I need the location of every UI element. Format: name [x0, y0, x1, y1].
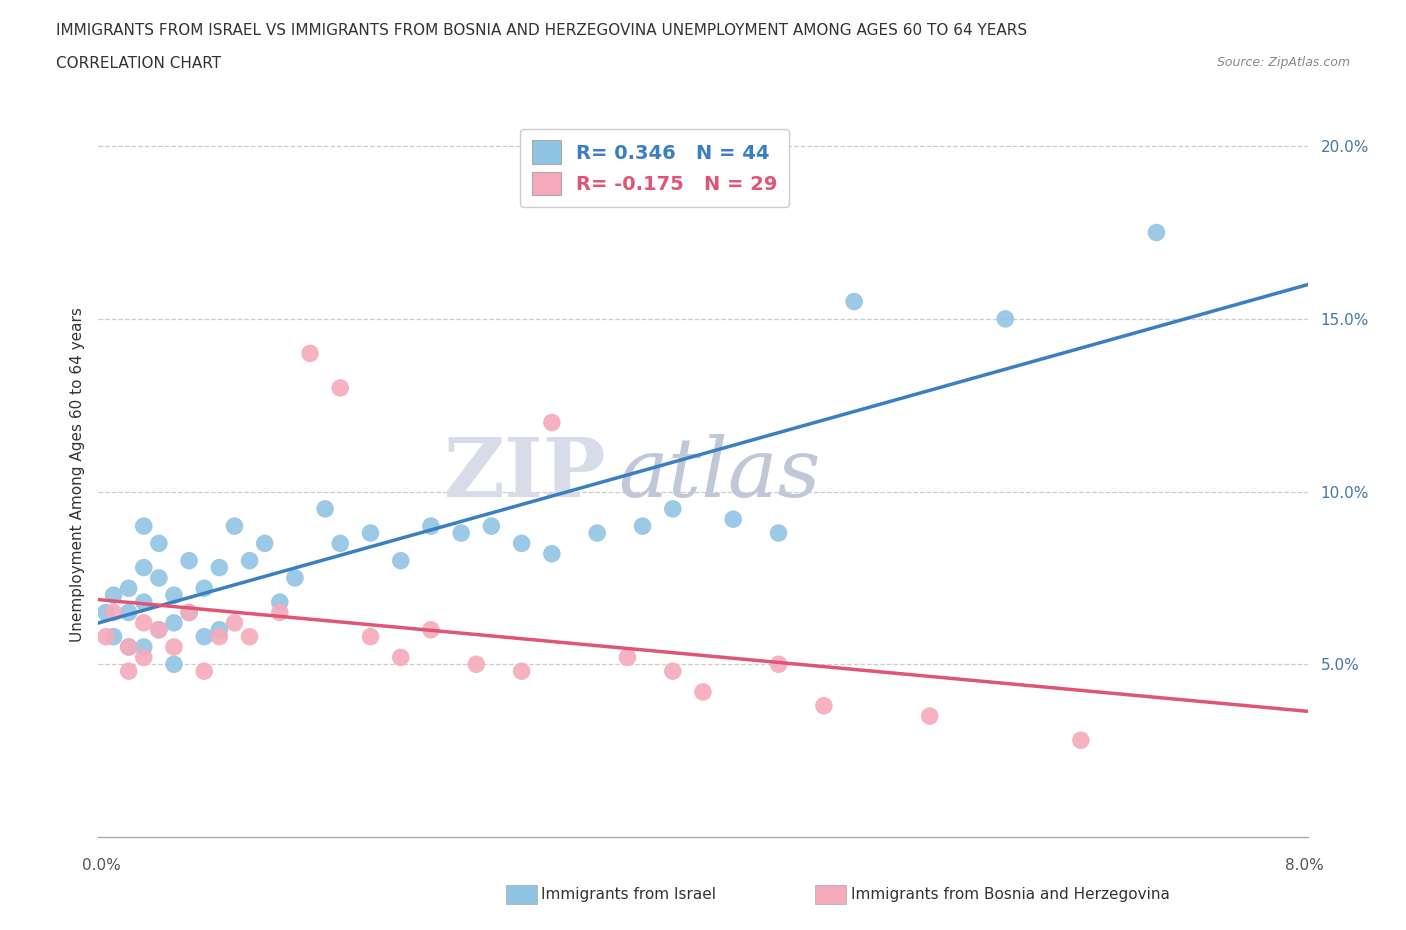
Text: CORRELATION CHART: CORRELATION CHART: [56, 56, 221, 71]
Point: [132, 560, 155, 575]
Point: [193, 630, 215, 644]
Point: [239, 553, 262, 568]
Point: [420, 622, 443, 637]
Point: [103, 588, 125, 603]
Point: [148, 570, 170, 585]
Point: [179, 553, 201, 568]
Point: [360, 525, 382, 540]
Text: Immigrants from Israel: Immigrants from Israel: [541, 887, 716, 902]
Point: [510, 664, 533, 679]
Point: [465, 657, 488, 671]
Point: [94, 605, 117, 620]
Point: [118, 640, 141, 655]
Point: [253, 536, 276, 551]
Point: [661, 501, 683, 516]
Point: [768, 657, 790, 671]
Point: [193, 581, 215, 596]
Point: [103, 630, 125, 644]
Point: [661, 664, 683, 679]
Point: [269, 594, 291, 609]
Point: [148, 622, 170, 637]
Point: [510, 536, 533, 551]
Point: [813, 698, 835, 713]
Point: [118, 664, 141, 679]
Point: [269, 605, 291, 620]
Point: [692, 684, 714, 699]
Point: [94, 630, 117, 644]
Text: Source: ZipAtlas.com: Source: ZipAtlas.com: [1216, 56, 1350, 69]
Point: [844, 294, 866, 309]
Point: [208, 630, 231, 644]
Point: [179, 605, 201, 620]
Point: [118, 640, 141, 655]
Point: [132, 616, 155, 631]
Point: [118, 581, 141, 596]
Legend: R= 0.346   N = 44, R= -0.175   N = 29: R= 0.346 N = 44, R= -0.175 N = 29: [520, 128, 789, 207]
Point: [132, 640, 155, 655]
Point: [540, 415, 562, 430]
Point: [360, 630, 382, 644]
Point: [631, 519, 654, 534]
Point: [179, 605, 201, 620]
Point: [450, 525, 472, 540]
Point: [208, 622, 231, 637]
Point: [148, 536, 170, 551]
Point: [163, 640, 186, 655]
Point: [163, 657, 186, 671]
Text: 0.0%: 0.0%: [82, 857, 121, 872]
Point: [132, 594, 155, 609]
Point: [148, 622, 170, 637]
Point: [103, 605, 125, 620]
Text: ZIP: ZIP: [444, 434, 606, 514]
Point: [1146, 225, 1168, 240]
Point: [329, 536, 352, 551]
Text: Immigrants from Bosnia and Herzegovina: Immigrants from Bosnia and Herzegovina: [851, 887, 1170, 902]
Point: [389, 553, 412, 568]
Point: [540, 546, 562, 561]
Point: [224, 519, 246, 534]
Point: [239, 630, 262, 644]
Point: [1070, 733, 1092, 748]
Point: [163, 588, 186, 603]
Point: [163, 616, 186, 631]
Point: [208, 560, 231, 575]
Point: [389, 650, 412, 665]
Point: [723, 512, 745, 526]
Point: [193, 664, 215, 679]
Point: [994, 312, 1017, 326]
Point: [118, 605, 141, 620]
Point: [132, 650, 155, 665]
Point: [420, 519, 443, 534]
Point: [586, 525, 609, 540]
Point: [314, 501, 336, 516]
Text: IMMIGRANTS FROM ISRAEL VS IMMIGRANTS FROM BOSNIA AND HERZEGOVINA UNEMPLOYMENT AM: IMMIGRANTS FROM ISRAEL VS IMMIGRANTS FRO…: [56, 23, 1028, 38]
Point: [284, 570, 307, 585]
Point: [481, 519, 503, 534]
Point: [132, 519, 155, 534]
Point: [918, 709, 941, 724]
Point: [768, 525, 790, 540]
Text: atlas: atlas: [619, 434, 821, 514]
Point: [616, 650, 638, 665]
Point: [224, 616, 246, 631]
Text: 8.0%: 8.0%: [1285, 857, 1324, 872]
Point: [329, 380, 352, 395]
Y-axis label: Unemployment Among Ages 60 to 64 years: Unemployment Among Ages 60 to 64 years: [69, 307, 84, 642]
Point: [299, 346, 322, 361]
